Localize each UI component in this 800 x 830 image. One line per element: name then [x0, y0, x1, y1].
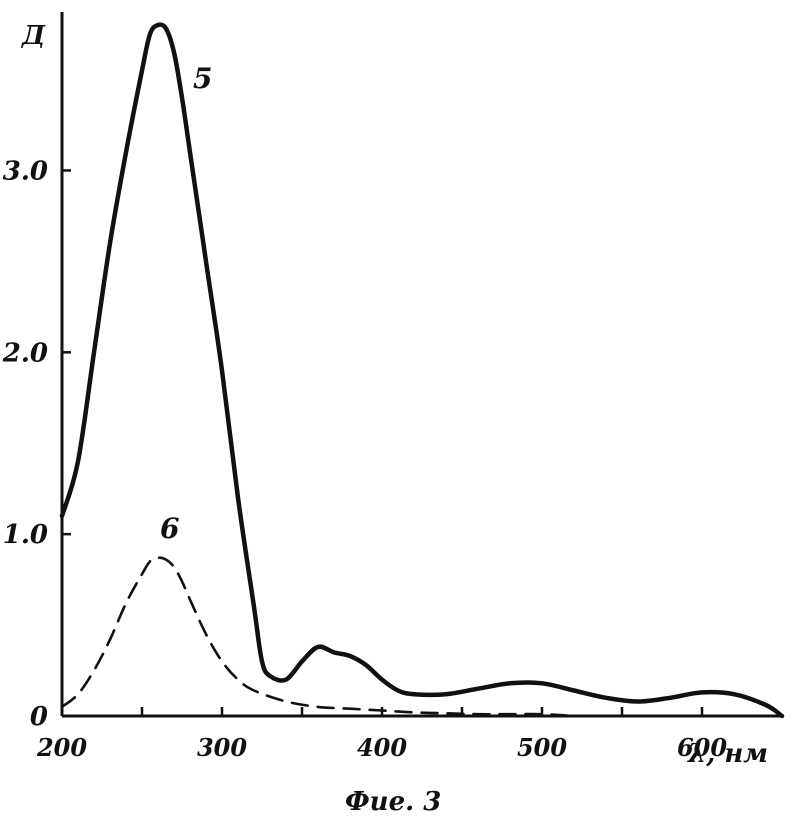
x-tick-label: 300	[197, 733, 247, 762]
x-tick-label: 200	[36, 733, 87, 762]
series-5-label: 5	[193, 62, 212, 95]
axes	[62, 12, 782, 716]
x-axis-title: λ, нм	[687, 739, 768, 769]
y-tick-label: 3.0	[3, 156, 48, 186]
series-6-label: 6	[160, 512, 179, 545]
series-5-line	[62, 25, 782, 716]
curves	[62, 25, 782, 716]
x-tick-label: 400	[357, 733, 407, 762]
y-tick-label: 2.0	[2, 338, 48, 368]
series-6-line	[62, 558, 574, 716]
y-tick-label: 1.0	[3, 520, 48, 550]
y-axis-title: Д	[20, 21, 46, 51]
y-tick-label: 0	[30, 702, 48, 732]
x-tick-label: 500	[517, 733, 567, 762]
figure-caption: Фие. 3	[345, 787, 441, 817]
